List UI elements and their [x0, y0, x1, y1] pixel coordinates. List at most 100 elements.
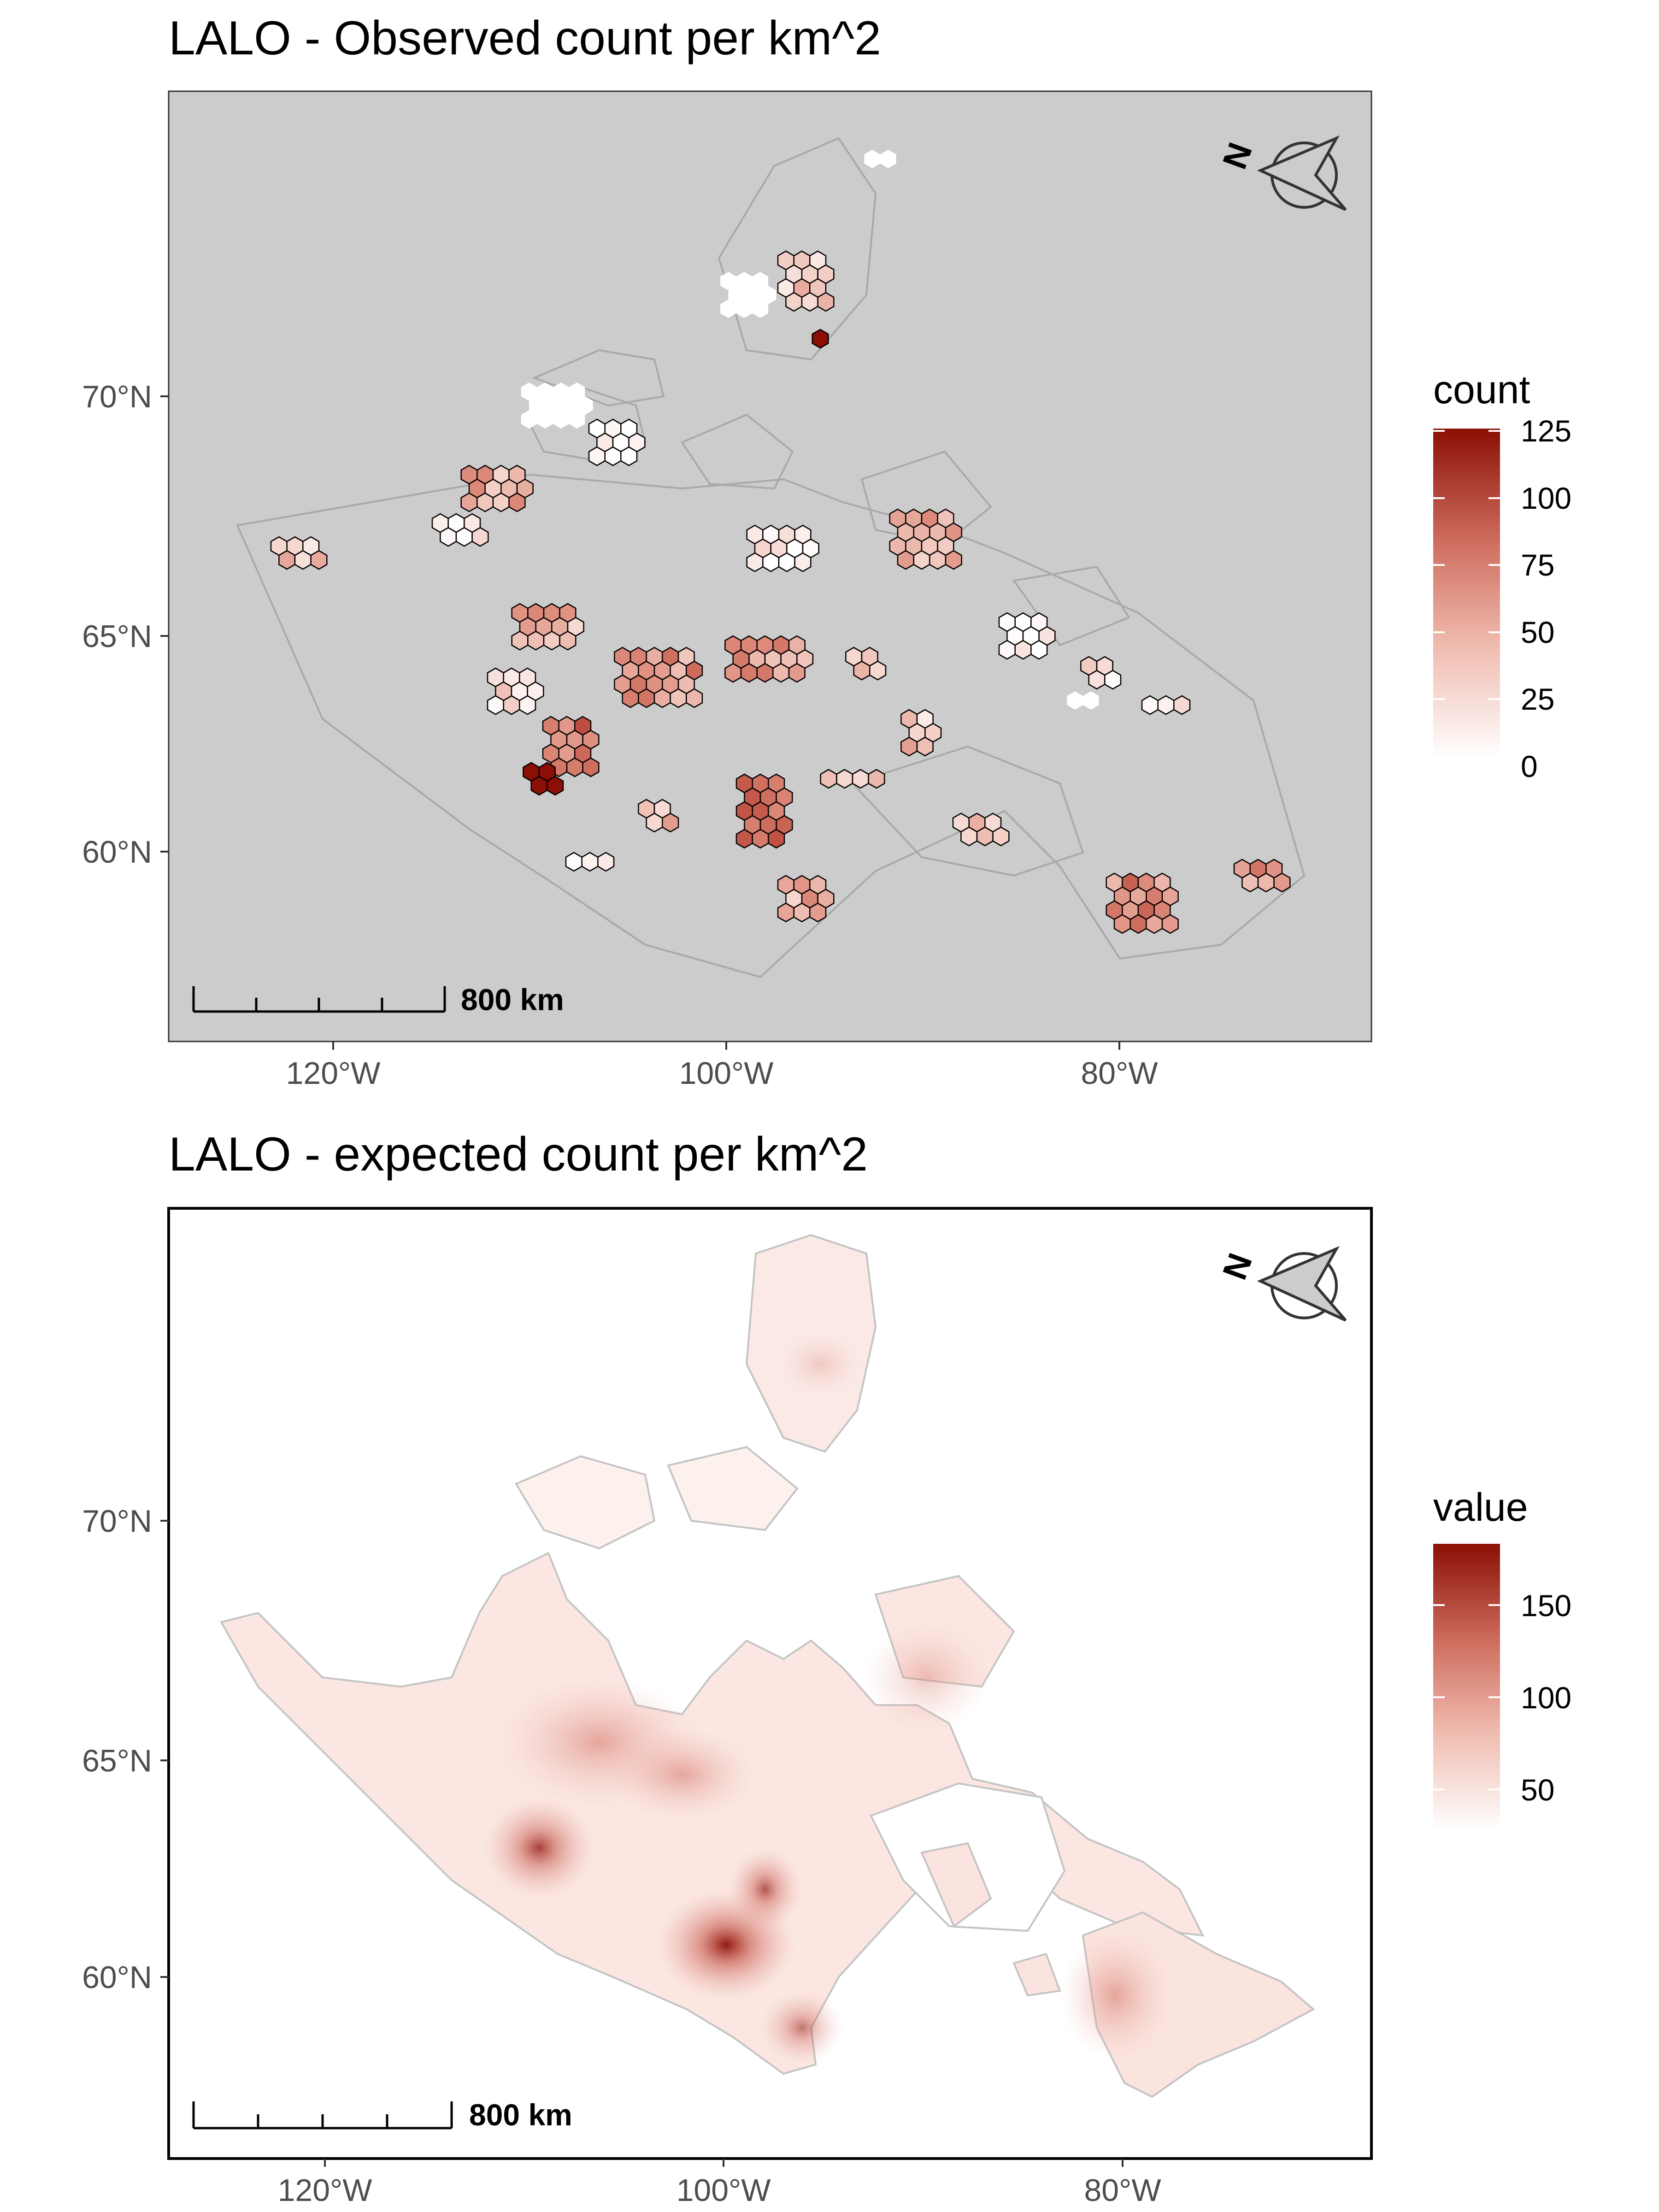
expected-legend: value 150 100 50	[1433, 1485, 1571, 1830]
legend-label: 25	[1521, 682, 1554, 716]
hotspot	[1060, 1931, 1171, 2060]
hex-cell	[1014, 640, 1032, 660]
hex-cell	[853, 660, 871, 681]
north-arrow-needle	[1257, 1246, 1347, 1322]
x-tick-label: 100°W	[679, 1056, 774, 1091]
hex-cell	[553, 382, 569, 401]
y-tick-label: 60°N	[82, 1960, 152, 1995]
hex-cell	[1030, 640, 1048, 660]
hex-cell	[662, 812, 679, 833]
hotspot	[608, 1728, 756, 1820]
hex-cell	[477, 492, 494, 512]
hex-cell	[817, 292, 835, 312]
expected-island	[667, 1446, 799, 1531]
hex-cell	[582, 757, 600, 777]
hex-cell	[720, 272, 736, 290]
hotspot	[779, 1332, 862, 1396]
hex-cell	[900, 736, 918, 757]
hex-cell	[1161, 914, 1179, 934]
hex-cell	[801, 292, 818, 312]
hex-cell	[622, 688, 639, 708]
legend-label: 150	[1521, 1588, 1571, 1623]
hex-cell	[527, 630, 545, 651]
y-tick-label: 70°N	[82, 379, 152, 414]
hex-cell	[530, 776, 548, 796]
observed-legend: count 125 100 75 50 25 0	[1433, 368, 1571, 783]
hex-cell	[537, 382, 553, 401]
hex-cell	[503, 695, 520, 715]
x-tick-label: 120°W	[278, 2173, 372, 2208]
hotspot	[862, 1622, 991, 1733]
island-outline-4	[718, 137, 877, 361]
observed-land-outlines	[236, 137, 1306, 978]
hex-cell	[785, 292, 803, 312]
hex-cell	[778, 552, 795, 572]
observed-hex-grid	[270, 150, 1291, 934]
hex-cell	[868, 769, 885, 789]
hex-cell	[852, 769, 869, 789]
legend-title: value	[1433, 1485, 1528, 1530]
hex-cell	[1241, 872, 1259, 893]
x-tick-label: 120°W	[286, 1056, 381, 1091]
hex-cell	[487, 695, 504, 715]
hex-cell	[736, 300, 753, 318]
hex-cell	[620, 446, 638, 466]
legend-label: 75	[1521, 548, 1554, 582]
hex-cell	[1067, 691, 1083, 710]
expected-island	[515, 1455, 656, 1550]
hex-cell	[1173, 695, 1191, 715]
hex-cell	[310, 550, 328, 570]
y-tick-label: 65°N	[82, 1743, 152, 1778]
hex-cell	[897, 550, 914, 570]
hex-cell	[455, 527, 473, 547]
hex-cell	[521, 410, 537, 429]
hex-cell	[880, 150, 896, 168]
hex-cell	[604, 446, 622, 466]
legend-colorbar	[1433, 1544, 1500, 1830]
panel-expected: LALO - expected count per km^2	[82, 1128, 1571, 2208]
hex-cell	[588, 446, 606, 466]
island-outline-2	[681, 413, 794, 490]
hex-cell	[492, 492, 510, 512]
hex-cell	[521, 382, 537, 401]
hex-cell	[519, 695, 536, 715]
hex-cell	[597, 852, 615, 872]
y-tick-label: 70°N	[82, 1504, 152, 1539]
hex-cell	[686, 688, 703, 708]
hex-cell	[744, 286, 760, 304]
expected-scale-bar	[192, 2101, 453, 2130]
legend-label: 100	[1521, 1681, 1571, 1715]
y-tick-label: 65°N	[82, 619, 152, 654]
hex-cell	[1157, 695, 1175, 715]
legend-colorbar	[1433, 429, 1500, 758]
hex-cell	[566, 757, 583, 777]
legend-label: 50	[1521, 615, 1554, 649]
legend-title: count	[1433, 368, 1530, 412]
hex-cell	[537, 410, 553, 429]
hex-cell	[960, 826, 978, 847]
hex-cell	[1146, 914, 1163, 934]
hex-cell	[752, 300, 768, 318]
hex-cell	[653, 688, 671, 708]
hotspot	[728, 1848, 802, 1931]
hotspot	[760, 1991, 843, 2065]
hex-cell	[864, 150, 880, 168]
hex-cell	[581, 852, 599, 872]
hex-cell	[756, 663, 774, 683]
hex-cell	[1273, 872, 1291, 893]
hex-cell	[440, 527, 457, 547]
hex-cell	[638, 688, 655, 708]
hex-cell	[471, 527, 489, 547]
hex-cell	[569, 382, 585, 401]
hex-cell	[746, 552, 764, 572]
hex-cell	[736, 272, 753, 290]
expected-island	[1012, 1953, 1061, 1997]
hex-cell	[720, 300, 736, 318]
hex-cell	[460, 492, 478, 512]
hex-cell	[809, 902, 827, 923]
expected-island	[920, 1842, 992, 1928]
panel-observed: LALO - Observed count per km^2 N	[82, 12, 1571, 1091]
hotspot	[484, 1797, 594, 1899]
observed-scale-label: 800 km	[461, 982, 564, 1017]
